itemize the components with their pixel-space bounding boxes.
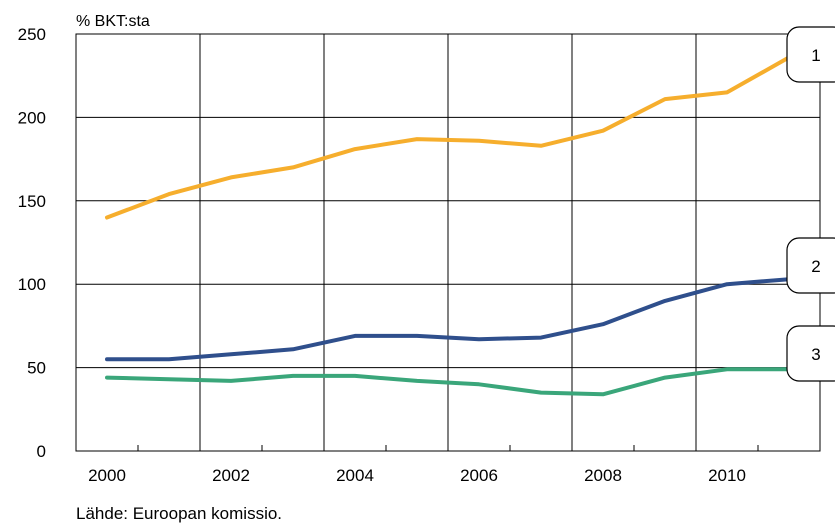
gridlines xyxy=(75,33,821,452)
y-tick-labels: 0 50 100 150 200 250 xyxy=(18,25,46,461)
y-tick-label: 200 xyxy=(18,108,46,127)
series-callout-box-3 xyxy=(786,325,835,382)
series-callout-box-2 xyxy=(786,237,835,294)
series-lines xyxy=(105,55,791,397)
series-callout-label: 3 xyxy=(811,345,820,364)
x-tick-label: 2010 xyxy=(708,466,746,485)
series-line-3 xyxy=(105,367,791,397)
series-line-1 xyxy=(105,55,791,220)
y-axis-unit-label: % BKT:sta xyxy=(76,13,150,30)
series-callout-label: 2 xyxy=(811,257,820,276)
series-callout-label: 1 xyxy=(811,46,820,65)
series-line-2 xyxy=(105,277,791,362)
x-tick-label: 2004 xyxy=(336,466,374,485)
y-tick-label: 100 xyxy=(18,275,46,294)
y-tick-label: 150 xyxy=(18,192,46,211)
series-callout-box-1 xyxy=(786,26,835,83)
x-tick-label: 2008 xyxy=(584,466,622,485)
series-callouts: 1 2 3 xyxy=(786,26,835,382)
y-tick-label: 250 xyxy=(18,25,46,44)
x-tick-labels: 2000 2002 2004 2006 2008 2010 xyxy=(88,466,746,485)
y-tick-label: 50 xyxy=(27,359,46,378)
x-tick-label: 2000 xyxy=(88,466,126,485)
x-tick-label: 2002 xyxy=(212,466,250,485)
x-tick-label: 2006 xyxy=(460,466,498,485)
source-note: Lähde: Euroopan komissio. xyxy=(76,504,283,523)
y-tick-label: 0 xyxy=(37,442,46,461)
